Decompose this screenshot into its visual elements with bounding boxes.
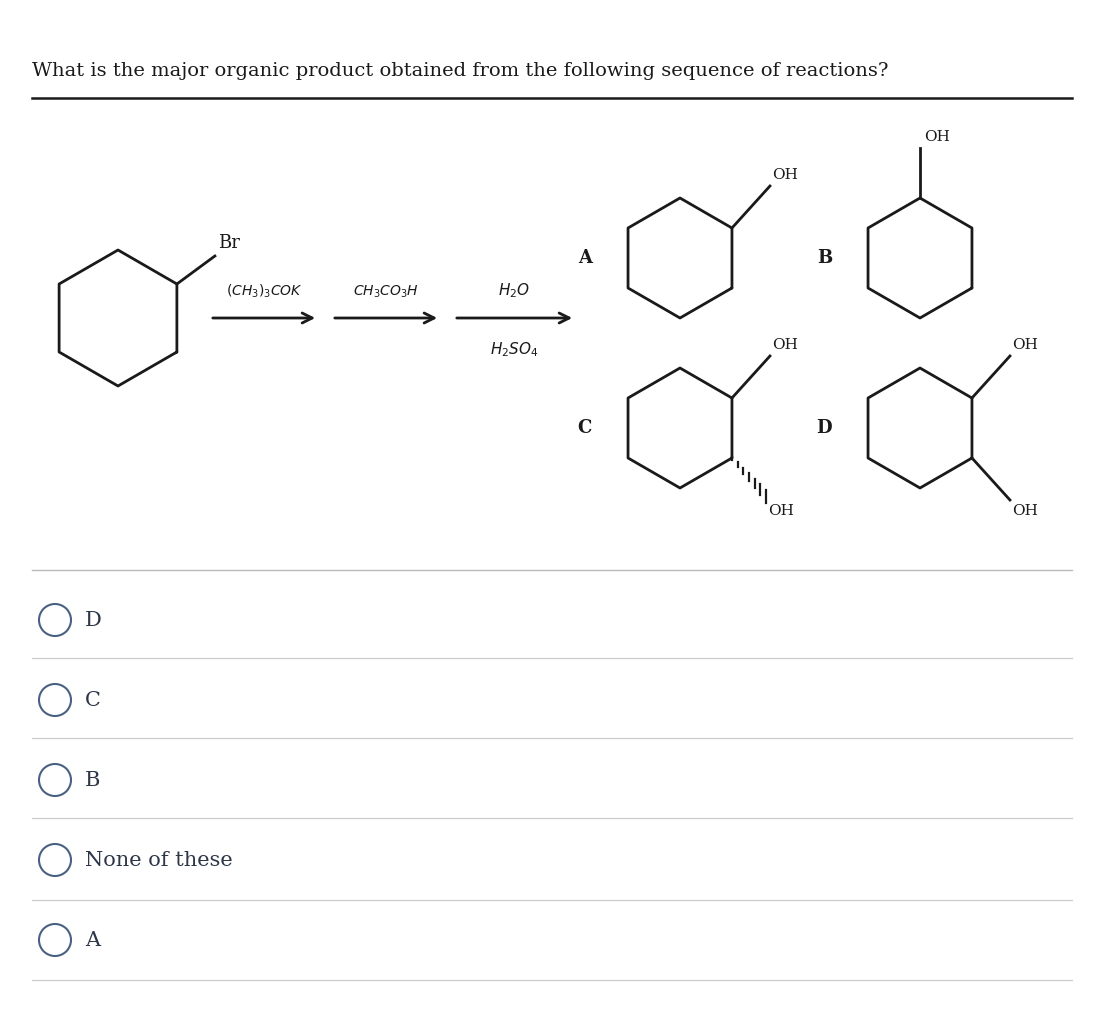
Text: A: A [85,931,100,950]
Text: B: B [85,770,100,789]
Text: OH: OH [1012,338,1038,352]
Text: C: C [85,691,100,709]
Text: What is the major organic product obtained from the following sequence of reacti: What is the major organic product obtain… [32,62,889,80]
Text: $H_2SO_4$: $H_2SO_4$ [490,340,539,359]
Text: OH: OH [768,504,794,518]
Text: $(CH_3)_3COK$: $(CH_3)_3COK$ [225,282,302,300]
Text: OH: OH [772,168,798,182]
Text: D: D [816,419,832,437]
Text: OH: OH [1012,504,1038,518]
Text: $H_2O$: $H_2O$ [498,281,531,300]
Text: C: C [577,419,592,437]
Text: OH: OH [924,130,949,144]
Text: OH: OH [772,338,798,352]
Text: B: B [817,249,832,267]
Text: D: D [85,611,102,630]
Text: $CH_3CO_3H$: $CH_3CO_3H$ [353,283,420,300]
Text: A: A [578,249,592,267]
Text: None of these: None of these [85,850,233,870]
Text: Br: Br [217,234,240,252]
